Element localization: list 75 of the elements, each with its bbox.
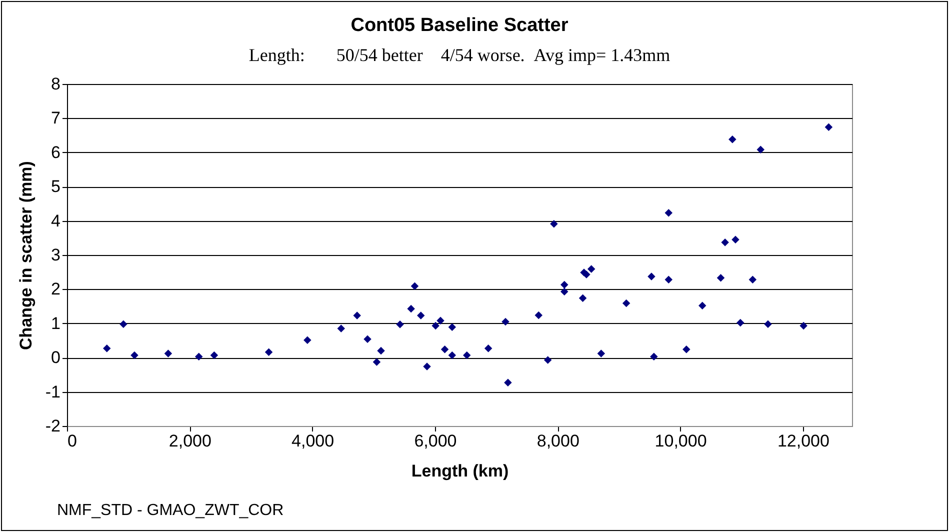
y-tick-label: 2: [51, 280, 60, 299]
point: [264, 348, 273, 356]
x-tick-label: 0: [68, 432, 77, 450]
point: [824, 123, 833, 131]
point: [682, 346, 690, 354]
point: [716, 274, 725, 282]
point: [648, 272, 656, 280]
y-tick-label: -1: [45, 382, 60, 402]
point: [732, 236, 740, 244]
y-tick-label: 8: [51, 74, 60, 94]
y-tick-label: 5: [51, 177, 60, 196]
y-tick-label: 3: [51, 246, 60, 264]
x-axis-title: Length (km): [411, 462, 509, 480]
point: [164, 350, 172, 358]
point: [194, 352, 203, 360]
point: [448, 351, 456, 360]
point: [728, 136, 736, 144]
point: [764, 320, 772, 328]
y-tick-label: -2: [45, 416, 60, 436]
point: [396, 320, 404, 328]
point: [587, 265, 596, 273]
point: [736, 318, 744, 327]
point: [756, 146, 764, 154]
point: [130, 351, 138, 360]
y-tick-label: 1: [51, 314, 60, 333]
point: [436, 316, 444, 325]
point: [364, 335, 372, 344]
point: [120, 320, 128, 328]
y-tick-label: 7: [51, 108, 60, 128]
x-tick-label: 10,000: [654, 432, 707, 450]
point: [534, 311, 542, 320]
point: [800, 322, 808, 330]
point: [560, 280, 568, 289]
point: [353, 312, 361, 320]
point: [504, 378, 512, 386]
x-tick-label: 4,000: [292, 432, 334, 450]
point: [407, 304, 415, 313]
point: [664, 209, 672, 217]
point: [550, 220, 558, 228]
x-tick-label: 6,000: [414, 432, 457, 450]
chart-title: Cont05 Baseline Scatter: [350, 15, 569, 36]
point: [560, 288, 568, 296]
point: [578, 294, 587, 302]
point: [748, 276, 757, 284]
point: [502, 318, 510, 326]
point: [377, 346, 385, 355]
y-tick-label: 6: [51, 142, 60, 162]
y-tick-label: 0: [51, 348, 60, 368]
point: [102, 344, 111, 352]
point: [622, 299, 630, 308]
point: [337, 324, 346, 332]
point: [304, 336, 312, 344]
point: [597, 350, 606, 358]
point: [432, 322, 440, 330]
point: [372, 358, 381, 366]
point: [721, 238, 729, 246]
y-axis-title: Change in scatter (mm): [16, 161, 36, 350]
y-tick-label: 4: [51, 211, 60, 230]
point: [440, 346, 449, 354]
point: [423, 362, 431, 370]
point: [210, 351, 218, 360]
text: NMF_STD - GMAO_ZWT_COR: [57, 502, 284, 520]
x-tick-label: 2,000: [168, 432, 212, 450]
point: [484, 344, 492, 352]
point: [416, 312, 425, 320]
point: [698, 302, 706, 310]
point: [664, 276, 672, 284]
x-tick-label: 8,000: [536, 432, 580, 450]
chart-subtitle: Length: 50/54 better 4/54 worse. Avg imp= 1.43mm: [248, 45, 670, 65]
point: [462, 351, 471, 360]
x-tick-label: 12,000: [777, 432, 830, 450]
point: [410, 282, 419, 290]
point: [448, 323, 456, 332]
point: [650, 352, 658, 360]
point: [544, 356, 552, 364]
